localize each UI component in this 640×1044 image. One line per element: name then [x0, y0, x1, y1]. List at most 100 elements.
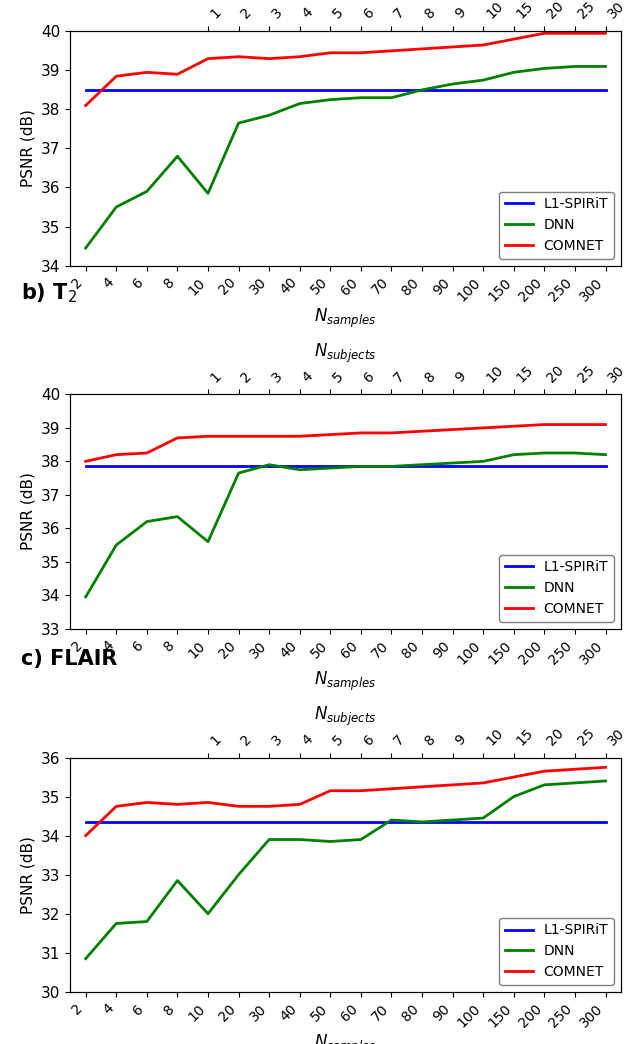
L1-SPIRiT: [449, 460, 456, 473]
L1-SPIRiT: [204, 460, 212, 473]
Legend: L1-SPIRiT, DNN, COMNET: L1-SPIRiT, DNN, COMNET: [499, 192, 614, 259]
COMNET: [479, 422, 487, 434]
DNN: [388, 92, 396, 104]
COMNET: [571, 27, 579, 40]
L1-SPIRiT: [173, 460, 181, 473]
DNN: [326, 93, 334, 105]
L1-SPIRiT: [296, 460, 303, 473]
L1-SPIRiT: [326, 84, 334, 96]
L1-SPIRiT: [173, 815, 181, 828]
COMNET: [449, 41, 456, 53]
COMNET: [571, 763, 579, 776]
COMNET: [82, 829, 90, 841]
COMNET: [296, 50, 303, 63]
L1-SPIRiT: [541, 84, 548, 96]
DNN: [602, 775, 609, 787]
COMNET: [173, 798, 181, 810]
COMNET: [296, 430, 303, 443]
DNN: [510, 66, 518, 78]
DNN: [510, 790, 518, 803]
DNN: [82, 591, 90, 603]
DNN: [449, 457, 456, 470]
COMNET: [113, 449, 120, 461]
COMNET: [388, 783, 396, 796]
COMNET: [388, 45, 396, 57]
L1-SPIRiT: [571, 460, 579, 473]
DNN: [173, 511, 181, 523]
L1-SPIRiT: [479, 460, 487, 473]
L1-SPIRiT: [204, 84, 212, 96]
Y-axis label: PSNR (dB): PSNR (dB): [20, 473, 36, 550]
COMNET: [571, 419, 579, 431]
DNN: [143, 516, 150, 528]
COMNET: [235, 50, 243, 63]
DNN: [449, 77, 456, 90]
Legend: L1-SPIRiT, DNN, COMNET: L1-SPIRiT, DNN, COMNET: [499, 554, 614, 622]
DNN: [326, 835, 334, 848]
DNN: [357, 833, 365, 846]
DNN: [388, 460, 396, 473]
COMNET: [143, 797, 150, 809]
X-axis label: $N_{subjects}$: $N_{subjects}$: [314, 705, 377, 728]
DNN: [204, 907, 212, 920]
L1-SPIRiT: [113, 84, 120, 96]
DNN: [602, 61, 609, 73]
COMNET: [143, 447, 150, 459]
COMNET: [541, 765, 548, 778]
DNN: [296, 464, 303, 476]
L1-SPIRiT: [418, 815, 426, 828]
COMNET: [235, 430, 243, 443]
L1-SPIRiT: [388, 84, 396, 96]
DNN: [235, 117, 243, 129]
L1-SPIRiT: [571, 84, 579, 96]
DNN: [571, 61, 579, 73]
Line: DNN: DNN: [86, 67, 605, 248]
X-axis label: $N_{subjects}$: $N_{subjects}$: [314, 0, 377, 2]
Text: c) FLAIR: c) FLAIR: [21, 648, 117, 668]
COMNET: [266, 430, 273, 443]
COMNET: [357, 784, 365, 797]
COMNET: [541, 419, 548, 431]
L1-SPIRiT: [449, 815, 456, 828]
DNN: [266, 109, 273, 121]
L1-SPIRiT: [82, 460, 90, 473]
L1-SPIRiT: [479, 815, 487, 828]
COMNET: [326, 428, 334, 441]
L1-SPIRiT: [449, 84, 456, 96]
DNN: [541, 447, 548, 459]
COMNET: [266, 52, 273, 65]
L1-SPIRiT: [143, 84, 150, 96]
DNN: [357, 92, 365, 104]
Line: COMNET: COMNET: [86, 425, 605, 461]
L1-SPIRiT: [357, 460, 365, 473]
DNN: [204, 536, 212, 548]
DNN: [143, 185, 150, 197]
L1-SPIRiT: [235, 460, 243, 473]
COMNET: [204, 52, 212, 65]
COMNET: [326, 47, 334, 60]
L1-SPIRiT: [204, 815, 212, 828]
DNN: [204, 187, 212, 199]
L1-SPIRiT: [82, 815, 90, 828]
L1-SPIRiT: [479, 84, 487, 96]
COMNET: [602, 419, 609, 431]
COMNET: [510, 770, 518, 783]
COMNET: [173, 431, 181, 444]
COMNET: [204, 797, 212, 809]
DNN: [113, 539, 120, 551]
L1-SPIRiT: [510, 460, 518, 473]
L1-SPIRiT: [326, 815, 334, 828]
X-axis label: $N_{samples}$: $N_{samples}$: [314, 1033, 377, 1044]
DNN: [541, 63, 548, 75]
COMNET: [418, 781, 426, 793]
L1-SPIRiT: [541, 460, 548, 473]
DNN: [173, 874, 181, 886]
L1-SPIRiT: [357, 815, 365, 828]
L1-SPIRiT: [388, 460, 396, 473]
COMNET: [296, 798, 303, 810]
COMNET: [326, 784, 334, 797]
DNN: [479, 455, 487, 468]
COMNET: [357, 427, 365, 440]
COMNET: [418, 43, 426, 55]
L1-SPIRiT: [418, 84, 426, 96]
